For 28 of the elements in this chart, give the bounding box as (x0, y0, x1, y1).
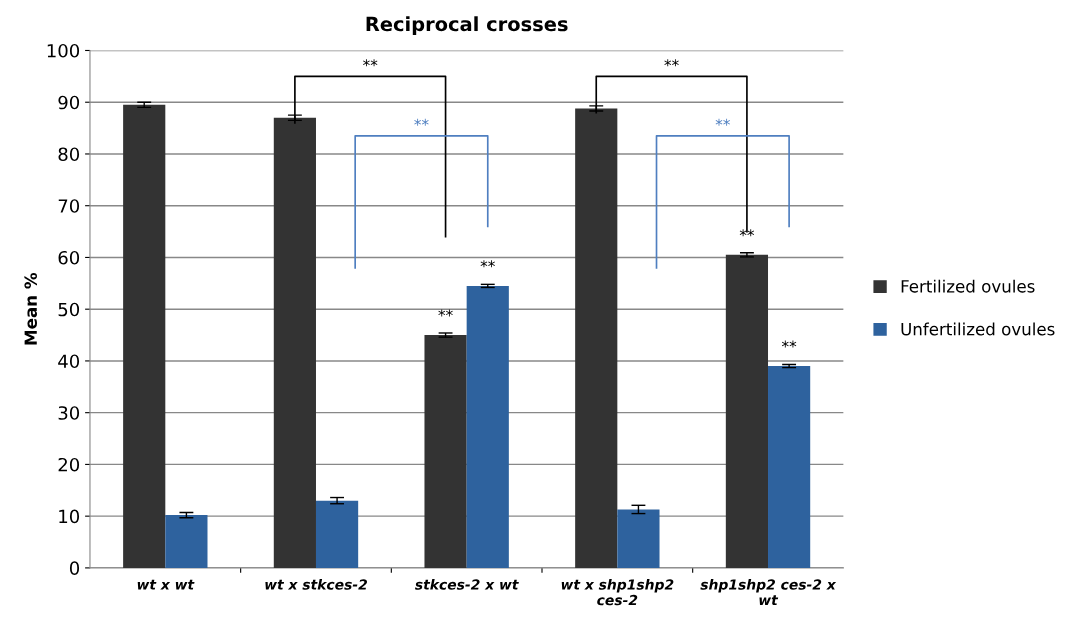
annotation: ** (739, 229, 755, 237)
y-tick-label: 10 (59, 509, 80, 524)
y-axis-title: Mean % (24, 272, 37, 345)
x-tick-label: stkces-2 x wt (415, 579, 519, 590)
y-tick-label: 90 (58, 95, 80, 110)
y-tick-label: 70 (58, 199, 80, 213)
annotation: ** (664, 59, 679, 67)
y-tick-label: 40 (58, 354, 80, 369)
chart-title: Reciprocal crosses (366, 16, 568, 36)
y-tick-label: 0 (69, 561, 80, 576)
annotation: ** (480, 260, 495, 268)
x-tick-label: wt x stkces-2 (265, 579, 368, 590)
annotation: ** (414, 118, 429, 126)
y-tick-label: 60 (58, 250, 80, 265)
x-tick-label: wt x shp1shp2 ces-2 (561, 579, 674, 606)
legend-label: Fertilized ovules (901, 279, 1035, 293)
annotation: ** (438, 309, 453, 317)
y-tick-label: 100 (47, 43, 80, 58)
annotation: ** (363, 59, 378, 67)
annotation: ** (715, 118, 730, 126)
y-tick-label: 30 (58, 406, 80, 420)
legend-label: Unfertilized ovules (901, 322, 1055, 336)
y-tick-label: 50 (58, 302, 80, 317)
x-tick-label: wt x wt (137, 579, 195, 590)
y-tick-label: 20 (58, 457, 80, 472)
y-tick-label: 80 (58, 147, 80, 162)
x-tick-label: shp1shp2 ces-2 x wt (700, 579, 837, 606)
annotation: ** (781, 340, 797, 348)
